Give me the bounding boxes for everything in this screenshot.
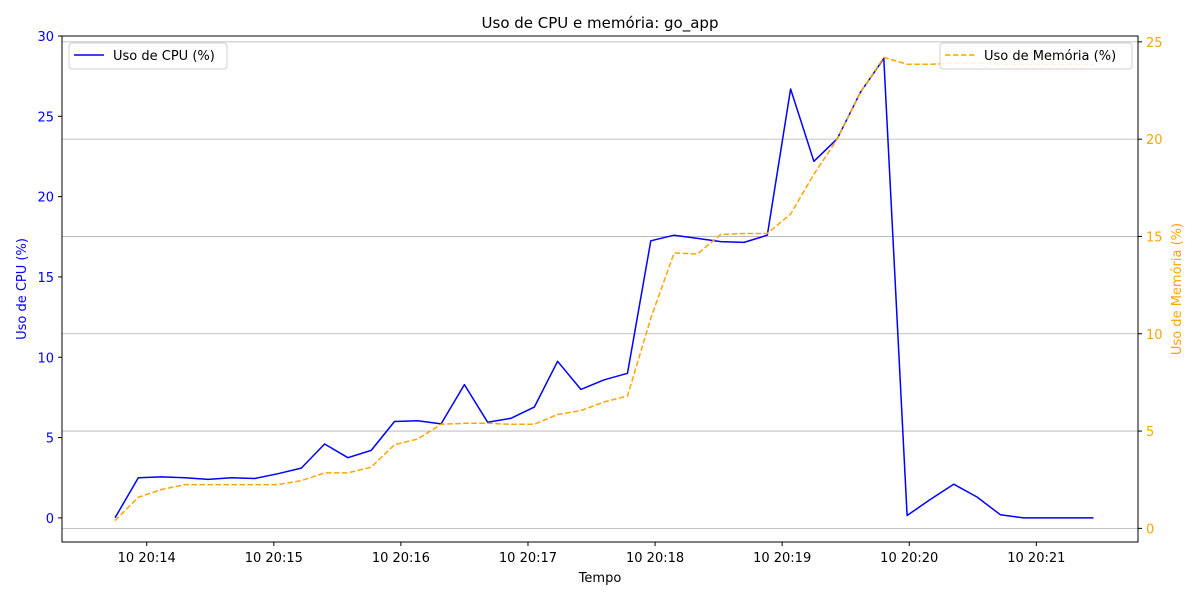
legend-memory: Uso de Memória (%)	[939, 42, 1133, 70]
y-left-tick-label: 10	[37, 351, 54, 366]
y-axis-right: 0 5 10 15 20 25	[1138, 36, 1163, 537]
y-right-tick-label: 25	[1146, 36, 1163, 51]
y-right-tick-label: 15	[1146, 230, 1163, 245]
memory-series-line	[114, 56, 1094, 522]
x-axis: 10 20:14 10 20:15 10 20:16 10 20:17 10 20:18…	[118, 542, 1065, 566]
chart-title: Uso de CPU e memória: go_app	[482, 14, 719, 33]
x-tick-label: 10 20:19	[753, 551, 811, 566]
legend-cpu: Uso de CPU (%)	[68, 42, 228, 70]
x-tick-label: 10 20:17	[499, 551, 557, 566]
x-tick-label: 10 20:20	[880, 551, 938, 566]
y-left-tick-label: 20	[37, 191, 54, 206]
y-right-tick-label: 20	[1146, 133, 1163, 148]
grid-layer	[62, 41, 1138, 529]
y-left-tick-label: 15	[37, 271, 54, 286]
x-tick-label: 10 20:18	[626, 551, 684, 566]
legend-cpu-label: Uso de CPU (%)	[113, 49, 215, 64]
x-tick-label: 10 20:15	[245, 551, 303, 566]
y-left-tick-label: 25	[37, 110, 54, 125]
x-tick-label: 10 20:16	[372, 551, 430, 566]
legend-cpu-box	[68, 42, 228, 70]
y-axis-left-title: Uso de CPU (%)	[15, 238, 30, 340]
y-left-tick-label: 0	[46, 512, 54, 527]
x-axis-title: Tempo	[578, 571, 622, 586]
y-right-tick-label: 10	[1146, 328, 1163, 343]
y-right-tick-label: 0	[1146, 522, 1154, 537]
x-tick-label: 10 20:21	[1007, 551, 1065, 566]
y-axis-right-title: Uso de Memória (%)	[1170, 223, 1185, 355]
x-tick-label: 10 20:14	[118, 551, 176, 566]
series-layer	[114, 56, 1094, 522]
y-left-tick-label: 5	[46, 432, 54, 447]
legend-memory-box	[939, 42, 1133, 70]
legend-memory-label: Uso de Memória (%)	[984, 49, 1116, 64]
cpu-series-line	[114, 57, 1094, 519]
y-right-tick-label: 5	[1146, 425, 1154, 440]
y-axis-left: 0 5 10 15 20 25 30	[37, 30, 62, 527]
plot-frame	[61, 35, 1139, 543]
y-left-tick-label: 30	[37, 30, 54, 45]
